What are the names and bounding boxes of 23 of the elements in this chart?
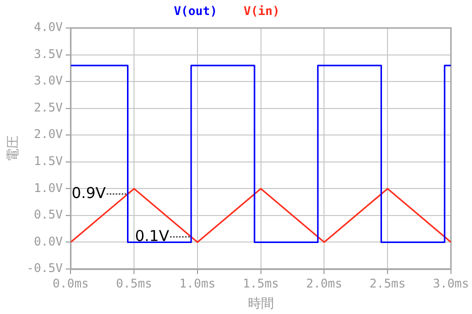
x-axis-title: 時間 — [248, 296, 274, 312]
x-tick-label: 2.0ms — [306, 276, 342, 290]
y-axis-title: 電圧 — [6, 136, 22, 162]
text: V(out) — [174, 4, 232, 18]
x-tick-label: 0.0ms — [52, 276, 89, 290]
x-tick-label: 2.5ms — [370, 276, 406, 290]
y-tick-label: 4.0V — [34, 20, 63, 34]
x-tick-label: 1.5ms — [242, 276, 279, 290]
x-tick-label: 0.5ms — [116, 276, 152, 290]
y-tick-label: 2.5V — [34, 100, 63, 114]
y-tick-label: 0.5V — [34, 208, 63, 222]
y-tick-label: -0.5V — [26, 261, 63, 276]
annotation: 0.1V — [135, 226, 170, 245]
y-tick-label: 2.0V — [34, 127, 63, 142]
y-tick-label: 3.0V — [34, 74, 63, 88]
text: V(in) — [244, 4, 294, 18]
x-tick-label: 1.0ms — [179, 276, 216, 290]
annotation: 0.9V — [72, 184, 106, 202]
y-tick-label: 0.0V — [34, 234, 63, 248]
y-tick-label: 3.5V — [34, 46, 63, 61]
y-tick-label: 1.0V — [34, 180, 63, 195]
y-tick-label: 1.5V — [34, 154, 63, 168]
x-tick-label: 3.0ms — [432, 276, 469, 290]
